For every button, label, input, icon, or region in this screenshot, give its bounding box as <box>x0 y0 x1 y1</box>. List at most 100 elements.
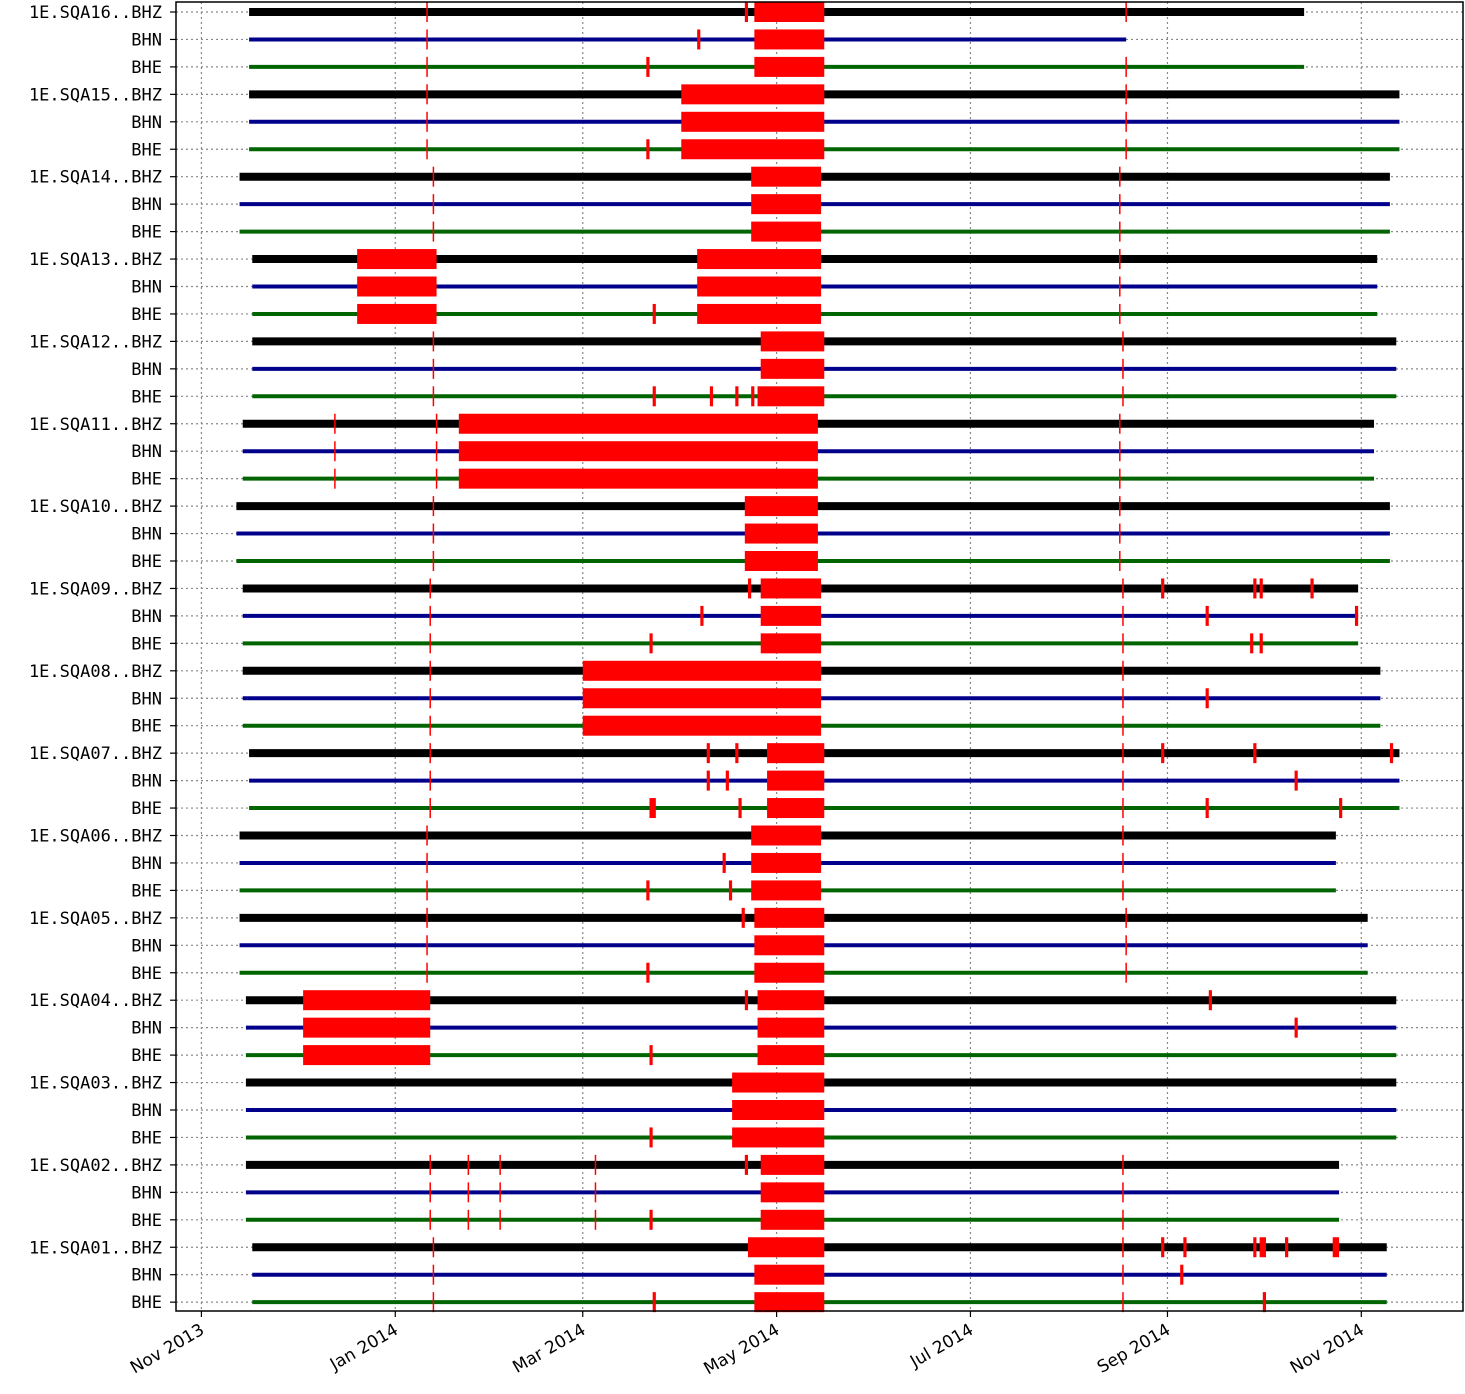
gap-bar <box>744 990 748 1011</box>
gap-bar <box>697 303 822 324</box>
gap-bar <box>1262 1292 1266 1313</box>
gap-bar <box>757 1017 825 1038</box>
gap-bar <box>760 578 822 599</box>
gap-bar <box>754 907 825 928</box>
gap-bar <box>741 907 745 928</box>
y-tick-label: BHN <box>131 113 162 133</box>
y-tick-label: BHE <box>131 717 162 737</box>
y-tick-label: BHE <box>131 58 162 78</box>
x-tick-label: Nov 2013 <box>127 1320 208 1378</box>
y-tick-label: BHE <box>131 223 162 243</box>
y-tick-label: BHN <box>131 30 162 50</box>
gap-bar <box>582 715 822 736</box>
gap-bar <box>1259 1237 1266 1258</box>
y-tick-label: 1E.SQA13..BHZ <box>29 250 162 270</box>
y-tick-label: BHN <box>131 936 162 956</box>
y-tick-label: 1E.SQA10..BHZ <box>29 497 162 517</box>
gap-bar <box>1208 990 1212 1011</box>
gap-bar <box>1259 578 1263 599</box>
gap-bar <box>732 1100 825 1120</box>
gap-bar <box>652 386 656 407</box>
gap-bar <box>458 413 818 434</box>
gap-bar <box>751 194 822 215</box>
gap-bar <box>1250 633 1254 654</box>
y-tick-label: BHE <box>131 1293 162 1313</box>
gap-bar <box>1180 1264 1184 1285</box>
gap-bar <box>760 331 825 352</box>
y-tick-label: BHN <box>131 442 162 462</box>
gap-bar <box>649 1209 653 1230</box>
gap-bar <box>754 56 825 77</box>
gap-bar <box>1161 578 1165 599</box>
x-tick-label: Mar 2014 <box>509 1320 589 1378</box>
gap-bar <box>751 852 822 873</box>
y-tick-label: 1E.SQA02..BHZ <box>29 1156 162 1176</box>
gap-bar <box>1339 798 1343 819</box>
y-tick-label: BHN <box>131 854 162 874</box>
gap-bar <box>649 633 653 654</box>
y-tick-label: BHE <box>131 470 162 490</box>
gap-bar <box>760 358 825 379</box>
gap-bar <box>1294 1017 1298 1038</box>
gap-bar <box>754 962 825 983</box>
gap-bar <box>649 1045 653 1066</box>
y-tick-label: BHN <box>131 772 162 792</box>
gap-bar <box>732 1072 825 1093</box>
gap-bar <box>582 660 822 681</box>
gap-bar <box>1294 770 1298 791</box>
gap-bar <box>744 2 748 22</box>
gap-bar <box>757 990 825 1011</box>
gap-bar <box>744 496 818 517</box>
x-tick-label: Nov 2014 <box>1287 1320 1368 1378</box>
gap-bar <box>652 1292 656 1313</box>
gap-bar <box>646 139 650 160</box>
gap-bar <box>738 798 742 819</box>
y-tick-label: 1E.SQA04..BHZ <box>29 991 162 1011</box>
y-axis: 1E.SQA16..BHZ BHN BHE 1E.SQA15..BHZ BHN BHE 1E… <box>29 3 176 1313</box>
y-tick-label: BHE <box>131 634 162 654</box>
x-tick-label: Jan 2014 <box>326 1320 402 1375</box>
y-tick-label: 1E.SQA15..BHZ <box>29 85 162 105</box>
gap-bar <box>1310 578 1314 599</box>
y-tick-label: BHN <box>131 1101 162 1121</box>
gap-bar <box>751 880 822 901</box>
y-tick-label: 1E.SQA07..BHZ <box>29 744 162 764</box>
gap-bar <box>303 990 431 1011</box>
y-tick-label: BHN <box>131 1019 162 1039</box>
gap-bar <box>646 880 650 901</box>
gap-bar <box>754 1292 825 1313</box>
y-tick-label: BHN <box>131 1266 162 1286</box>
gap-bar <box>303 1017 431 1038</box>
gap-bar <box>649 1127 653 1148</box>
gap-bar <box>1253 578 1257 599</box>
gap-bar <box>760 605 822 626</box>
gap-bar <box>754 29 825 50</box>
y-tick-label: BHN <box>131 525 162 545</box>
gap-bar <box>458 468 818 489</box>
gap-bar <box>709 386 714 407</box>
y-tick-label: BHE <box>131 964 162 984</box>
gap-bar <box>744 1154 748 1175</box>
gap-bar <box>735 386 739 407</box>
gap-bar <box>652 303 656 324</box>
y-tick-label: BHE <box>131 552 162 572</box>
plot-frame <box>175 1 1464 1312</box>
gap-bar <box>757 386 825 407</box>
gap-bar <box>697 249 822 270</box>
gap-bar <box>748 578 752 599</box>
x-axis: Nov 2013 Jan 2014 Mar 2014 May 2014 Jul 2014… <box>127 1311 1368 1379</box>
gap-bar <box>1253 743 1257 764</box>
gap-bar <box>754 1264 825 1285</box>
grid-lines <box>176 2 1463 1311</box>
y-tick-label: 1E.SQA06..BHZ <box>29 827 162 847</box>
y-tick-label: BHE <box>131 1211 162 1231</box>
y-tick-label: BHN <box>131 360 162 380</box>
y-tick-label: BHE <box>131 1046 162 1066</box>
gap-bar <box>1354 605 1359 626</box>
gap-bar <box>681 139 825 160</box>
gap-bar <box>767 798 825 819</box>
gap-bar <box>757 1045 825 1066</box>
gap-bar <box>751 166 822 187</box>
y-tick-label: 1E.SQA16..BHZ <box>29 3 162 23</box>
gap-bar <box>760 633 822 654</box>
